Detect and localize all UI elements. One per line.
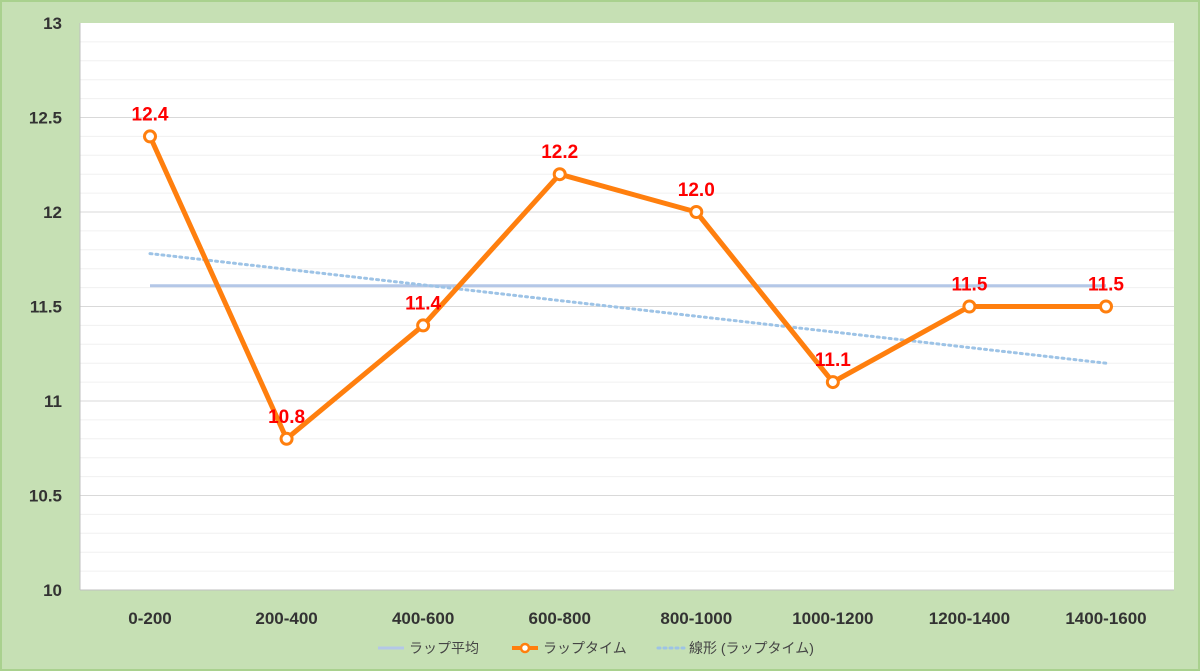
legend-item: ラップ平均: [378, 640, 479, 656]
x-axis: 0-200 200-400 400-600 600-800 800-1000 1000-1…: [128, 609, 1146, 628]
x-tick-label: 200-400: [255, 609, 317, 628]
legend: ラップ平均 ラップタイム 線形 (ラップタイム): [378, 640, 814, 656]
x-tick-label: 600-800: [529, 609, 591, 628]
legend-label: 線形 (ラップタイム): [689, 640, 814, 656]
y-tick-label: 12: [43, 203, 62, 222]
y-tick-label: 10.5: [29, 487, 62, 506]
lap-time-point: [825, 375, 840, 390]
legend-label: ラップタイム: [543, 640, 627, 656]
data-label: 12.2: [541, 142, 578, 163]
y-tick-label: 13: [43, 14, 62, 33]
x-tick-label: 0-200: [128, 609, 171, 628]
x-tick-label: 1400-1600: [1065, 609, 1146, 628]
lap-time-point: [962, 299, 977, 314]
y-tick-label: 10: [43, 581, 62, 600]
gridlines: [79, 23, 1174, 591]
x-tick-label: 1200-1400: [929, 609, 1010, 628]
lap-time-point: [552, 167, 567, 182]
series-layer: [143, 129, 1113, 446]
lap-time-point: [143, 129, 157, 144]
data-label: 11.5: [951, 275, 987, 296]
lap-time-point: [416, 318, 431, 333]
legend-item: ラップタイム: [512, 640, 627, 656]
y-tick-label: 12.5: [29, 109, 62, 128]
data-label: 11.5: [1088, 275, 1124, 296]
data-label: 11.1: [815, 350, 851, 371]
x-tick-label: 1000-1200: [792, 609, 873, 628]
lap-time-point: [1099, 299, 1113, 314]
legend-label: ラップ平均: [409, 640, 479, 656]
x-tick-label: 800-1000: [660, 609, 732, 628]
legend-item: 線形 (ラップタイム): [656, 640, 814, 656]
data-label: 12.4: [132, 104, 169, 125]
lap-time-point: [279, 431, 294, 446]
data-label: 12.0: [678, 180, 715, 201]
lap-time-line: [147, 135, 1106, 442]
y-tick-label: 11.5: [30, 298, 62, 317]
y-tick-label: 11: [44, 392, 62, 411]
x-tick-label: 400-600: [392, 609, 454, 628]
data-labels: 12.4 10.8 11.4 12.2 12.0 11.1 11.5 11.5: [132, 104, 1125, 427]
data-label: 10.8: [268, 407, 305, 428]
data-label: 11.4: [405, 293, 441, 314]
legend-marker: [519, 642, 531, 654]
lap-time-point: [689, 205, 704, 219]
y-axis: 10 10.5 11 11.5 12 12.5 13: [29, 14, 62, 600]
trend-line: [148, 252, 1108, 365]
